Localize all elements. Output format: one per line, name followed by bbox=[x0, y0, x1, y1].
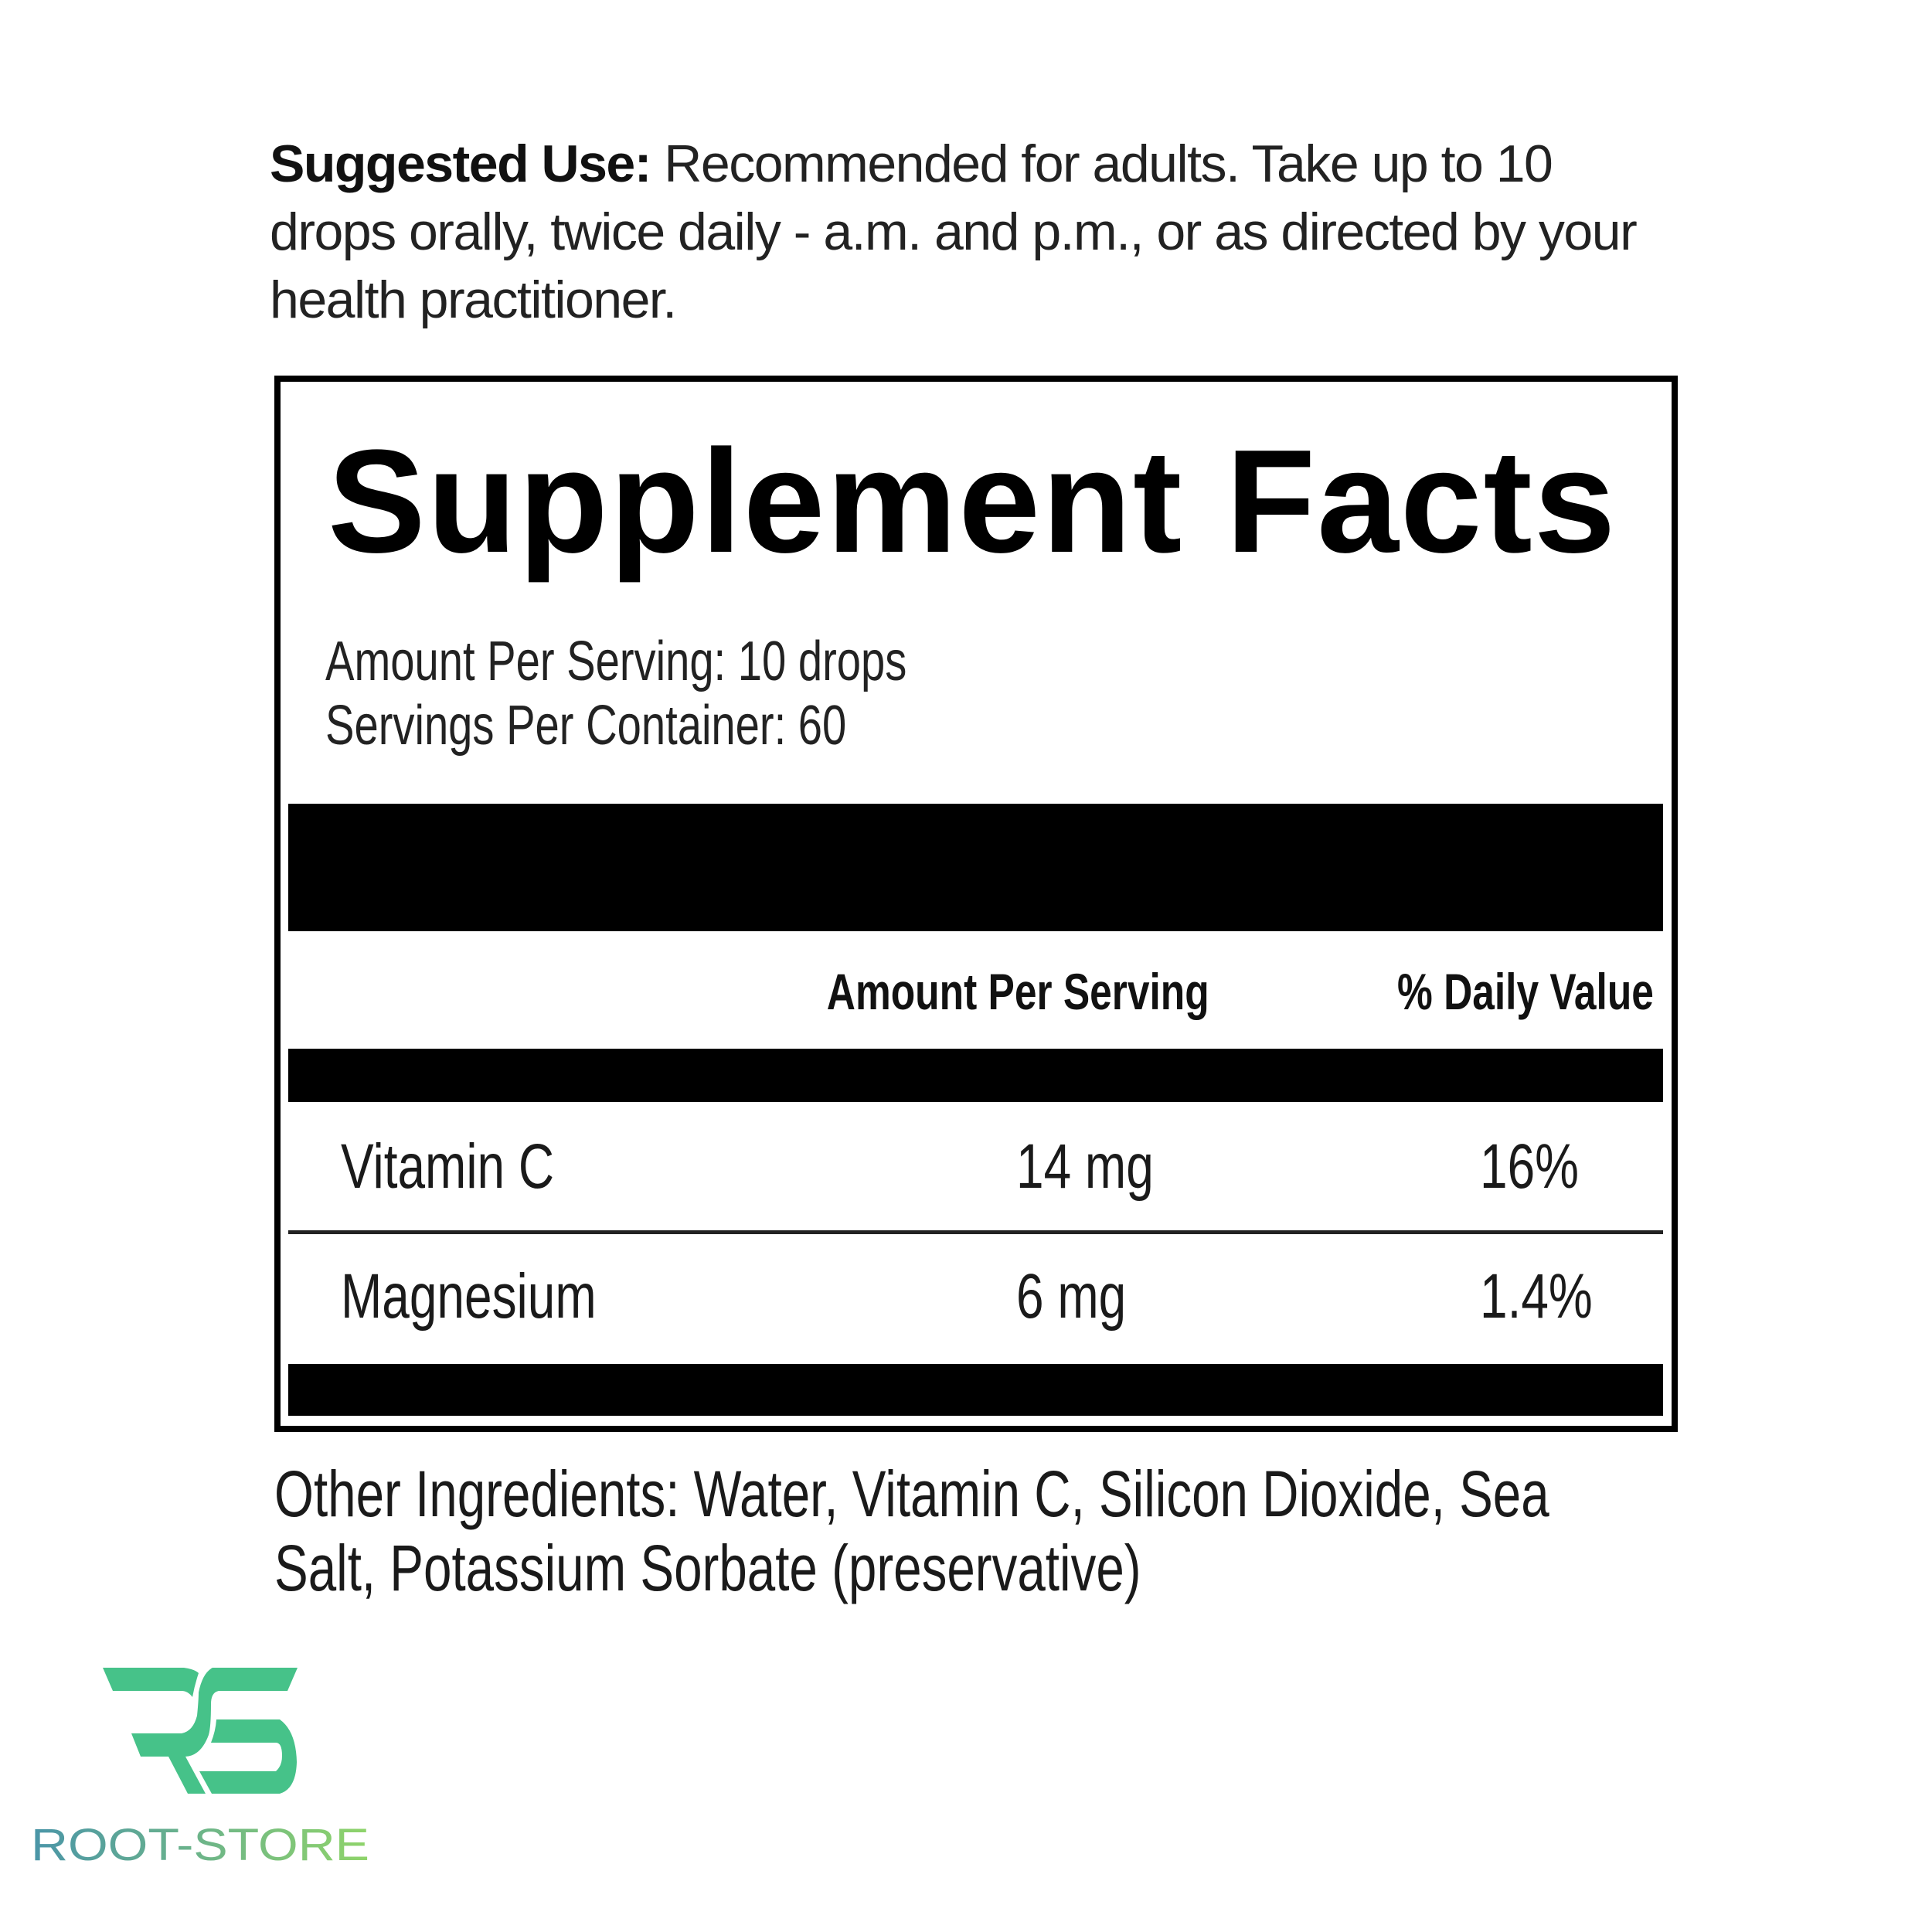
suggested-use: Suggested Use: Recommended for adults. T… bbox=[270, 130, 1661, 334]
divider-bar bbox=[288, 1364, 1663, 1416]
nutrient-name: Vitamin C bbox=[341, 1131, 555, 1202]
servings-per-container: Servings Per Container: 60 bbox=[325, 695, 847, 757]
other-ingredients: Other Ingredients: Water, Vitamin C, Sil… bbox=[274, 1457, 1909, 1605]
nutrient-amount: 6 mg bbox=[1016, 1261, 1127, 1332]
logo-text: ROOT-STORE bbox=[31, 1820, 369, 1870]
amount-per-serving: Amount Per Serving: 10 drops bbox=[325, 631, 907, 692]
other-ingredients-line2: Salt, Potassium Sorbate (preservative) bbox=[274, 1532, 1141, 1604]
root-store-logo: ROOT-STORE bbox=[31, 1668, 369, 1870]
nutrient-amount: 14 mg bbox=[1016, 1131, 1154, 1202]
nutrient-dv: 16% bbox=[1480, 1131, 1580, 1202]
facts-title: Supplement Facts bbox=[328, 420, 1617, 583]
suggested-use-label: Suggested Use: bbox=[270, 134, 651, 193]
divider-bar bbox=[288, 1049, 1663, 1102]
suggested-use-text: Recommended for adults. Take up to 10 dr… bbox=[270, 134, 1638, 329]
column-header-dv: % Daily Value bbox=[1397, 963, 1654, 1020]
row-divider bbox=[288, 1230, 1663, 1234]
column-header-amount: Amount Per Serving bbox=[826, 963, 1209, 1020]
supplement-facts-panel bbox=[274, 376, 1678, 1432]
nutrient-dv: 1.4% bbox=[1480, 1261, 1593, 1332]
rs-mark-icon bbox=[103, 1668, 298, 1794]
divider-bar-thick bbox=[288, 804, 1663, 931]
nutrient-name: Magnesium bbox=[341, 1261, 597, 1332]
other-ingredients-line1: Other Ingredients: Water, Vitamin C, Sil… bbox=[274, 1458, 1549, 1530]
